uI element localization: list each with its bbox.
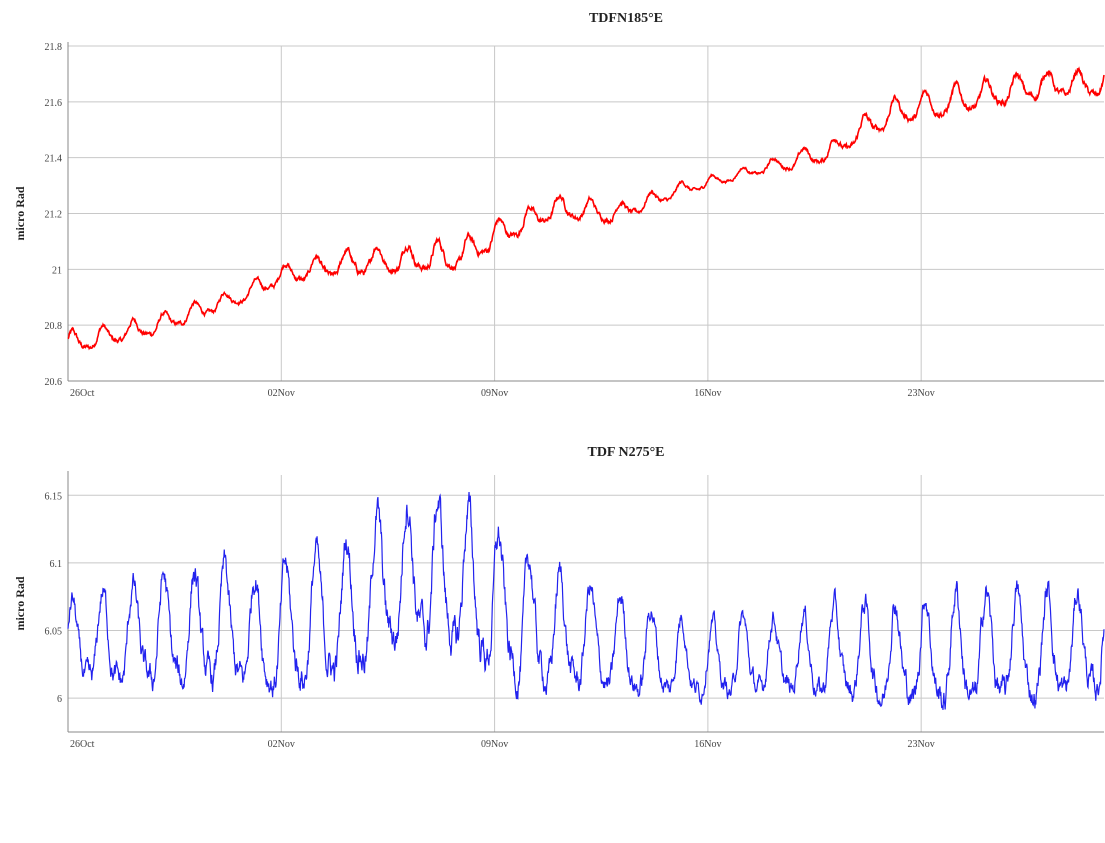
x-tick-label: 26Oct xyxy=(70,388,95,399)
y-tick-label: 20.8 xyxy=(45,321,63,332)
y-tick-label: 20.6 xyxy=(45,377,63,388)
x-tick-label: 09Nov xyxy=(481,739,508,750)
chart-title: TDF N275°E xyxy=(587,445,664,460)
y-tick-label: 21.2 xyxy=(45,210,63,221)
x-tick-label: 26Oct xyxy=(70,739,95,750)
x-tick-label: 23Nov xyxy=(908,739,935,750)
series-line xyxy=(67,492,1105,710)
y-tick-label: 6 xyxy=(57,694,62,705)
y-tick-label: 6.1 xyxy=(50,559,63,570)
x-tick-label: 09Nov xyxy=(481,388,508,399)
series-line xyxy=(67,66,1105,351)
y-axis-label: micro Rad xyxy=(13,576,27,630)
y-tick-label: 21.8 xyxy=(45,42,63,53)
x-tick-label: 16Nov xyxy=(694,739,721,750)
x-tick-label: 02Nov xyxy=(268,739,295,750)
y-tick-label: 6.15 xyxy=(45,491,63,502)
y-tick-label: 21.4 xyxy=(45,154,63,165)
y-tick-label: 6.05 xyxy=(45,627,63,638)
y-tick-label: 21.6 xyxy=(45,98,63,109)
x-tick-label: 16Nov xyxy=(694,388,721,399)
x-tick-label: 02Nov xyxy=(268,388,295,399)
x-tick-label: 23Nov xyxy=(908,388,935,399)
chart-title: TDFN185°E xyxy=(589,11,663,26)
y-axis-label: micro Rad xyxy=(13,186,27,240)
y-tick-label: 21 xyxy=(52,265,62,276)
